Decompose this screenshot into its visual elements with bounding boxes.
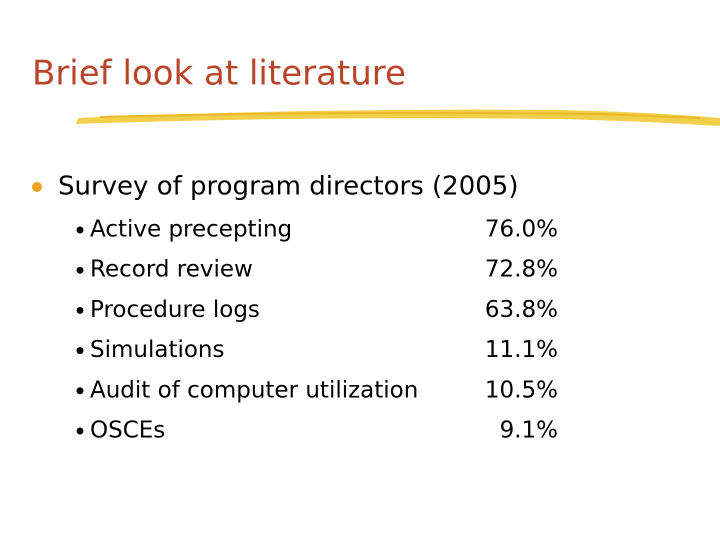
item-label: OSCEs [90,418,165,444]
sub-bullet-dot [76,226,84,234]
item-label: Record review [90,257,253,283]
title-underline [76,109,720,126]
sub-bullet-dot [76,427,84,435]
sub-bullet-dot [76,306,84,314]
main-bullet: Survey of program directors (2005) [58,172,518,202]
sub-bullet-dot [76,387,84,395]
item-label: Procedure logs [90,297,260,323]
item-value: 9.1% [500,418,558,444]
sub-bullet-dot [76,347,84,355]
bullet-dot [32,182,42,192]
item-value: 63.8% [485,297,558,323]
item-value: 76.0% [485,217,558,243]
item-value: 11.1% [485,337,558,363]
item-value: 10.5% [485,377,558,403]
slide-title: Brief look at literature [32,54,406,94]
item-label: Active precepting [90,217,292,243]
sub-bullets: Active precepting 76.0% Record review 72.8%… [76,217,558,444]
item-label: Simulations [90,337,225,363]
item-label: Audit of computer utilization [90,377,418,403]
item-value: 72.8% [485,257,558,283]
sub-bullet-dot [76,266,84,274]
